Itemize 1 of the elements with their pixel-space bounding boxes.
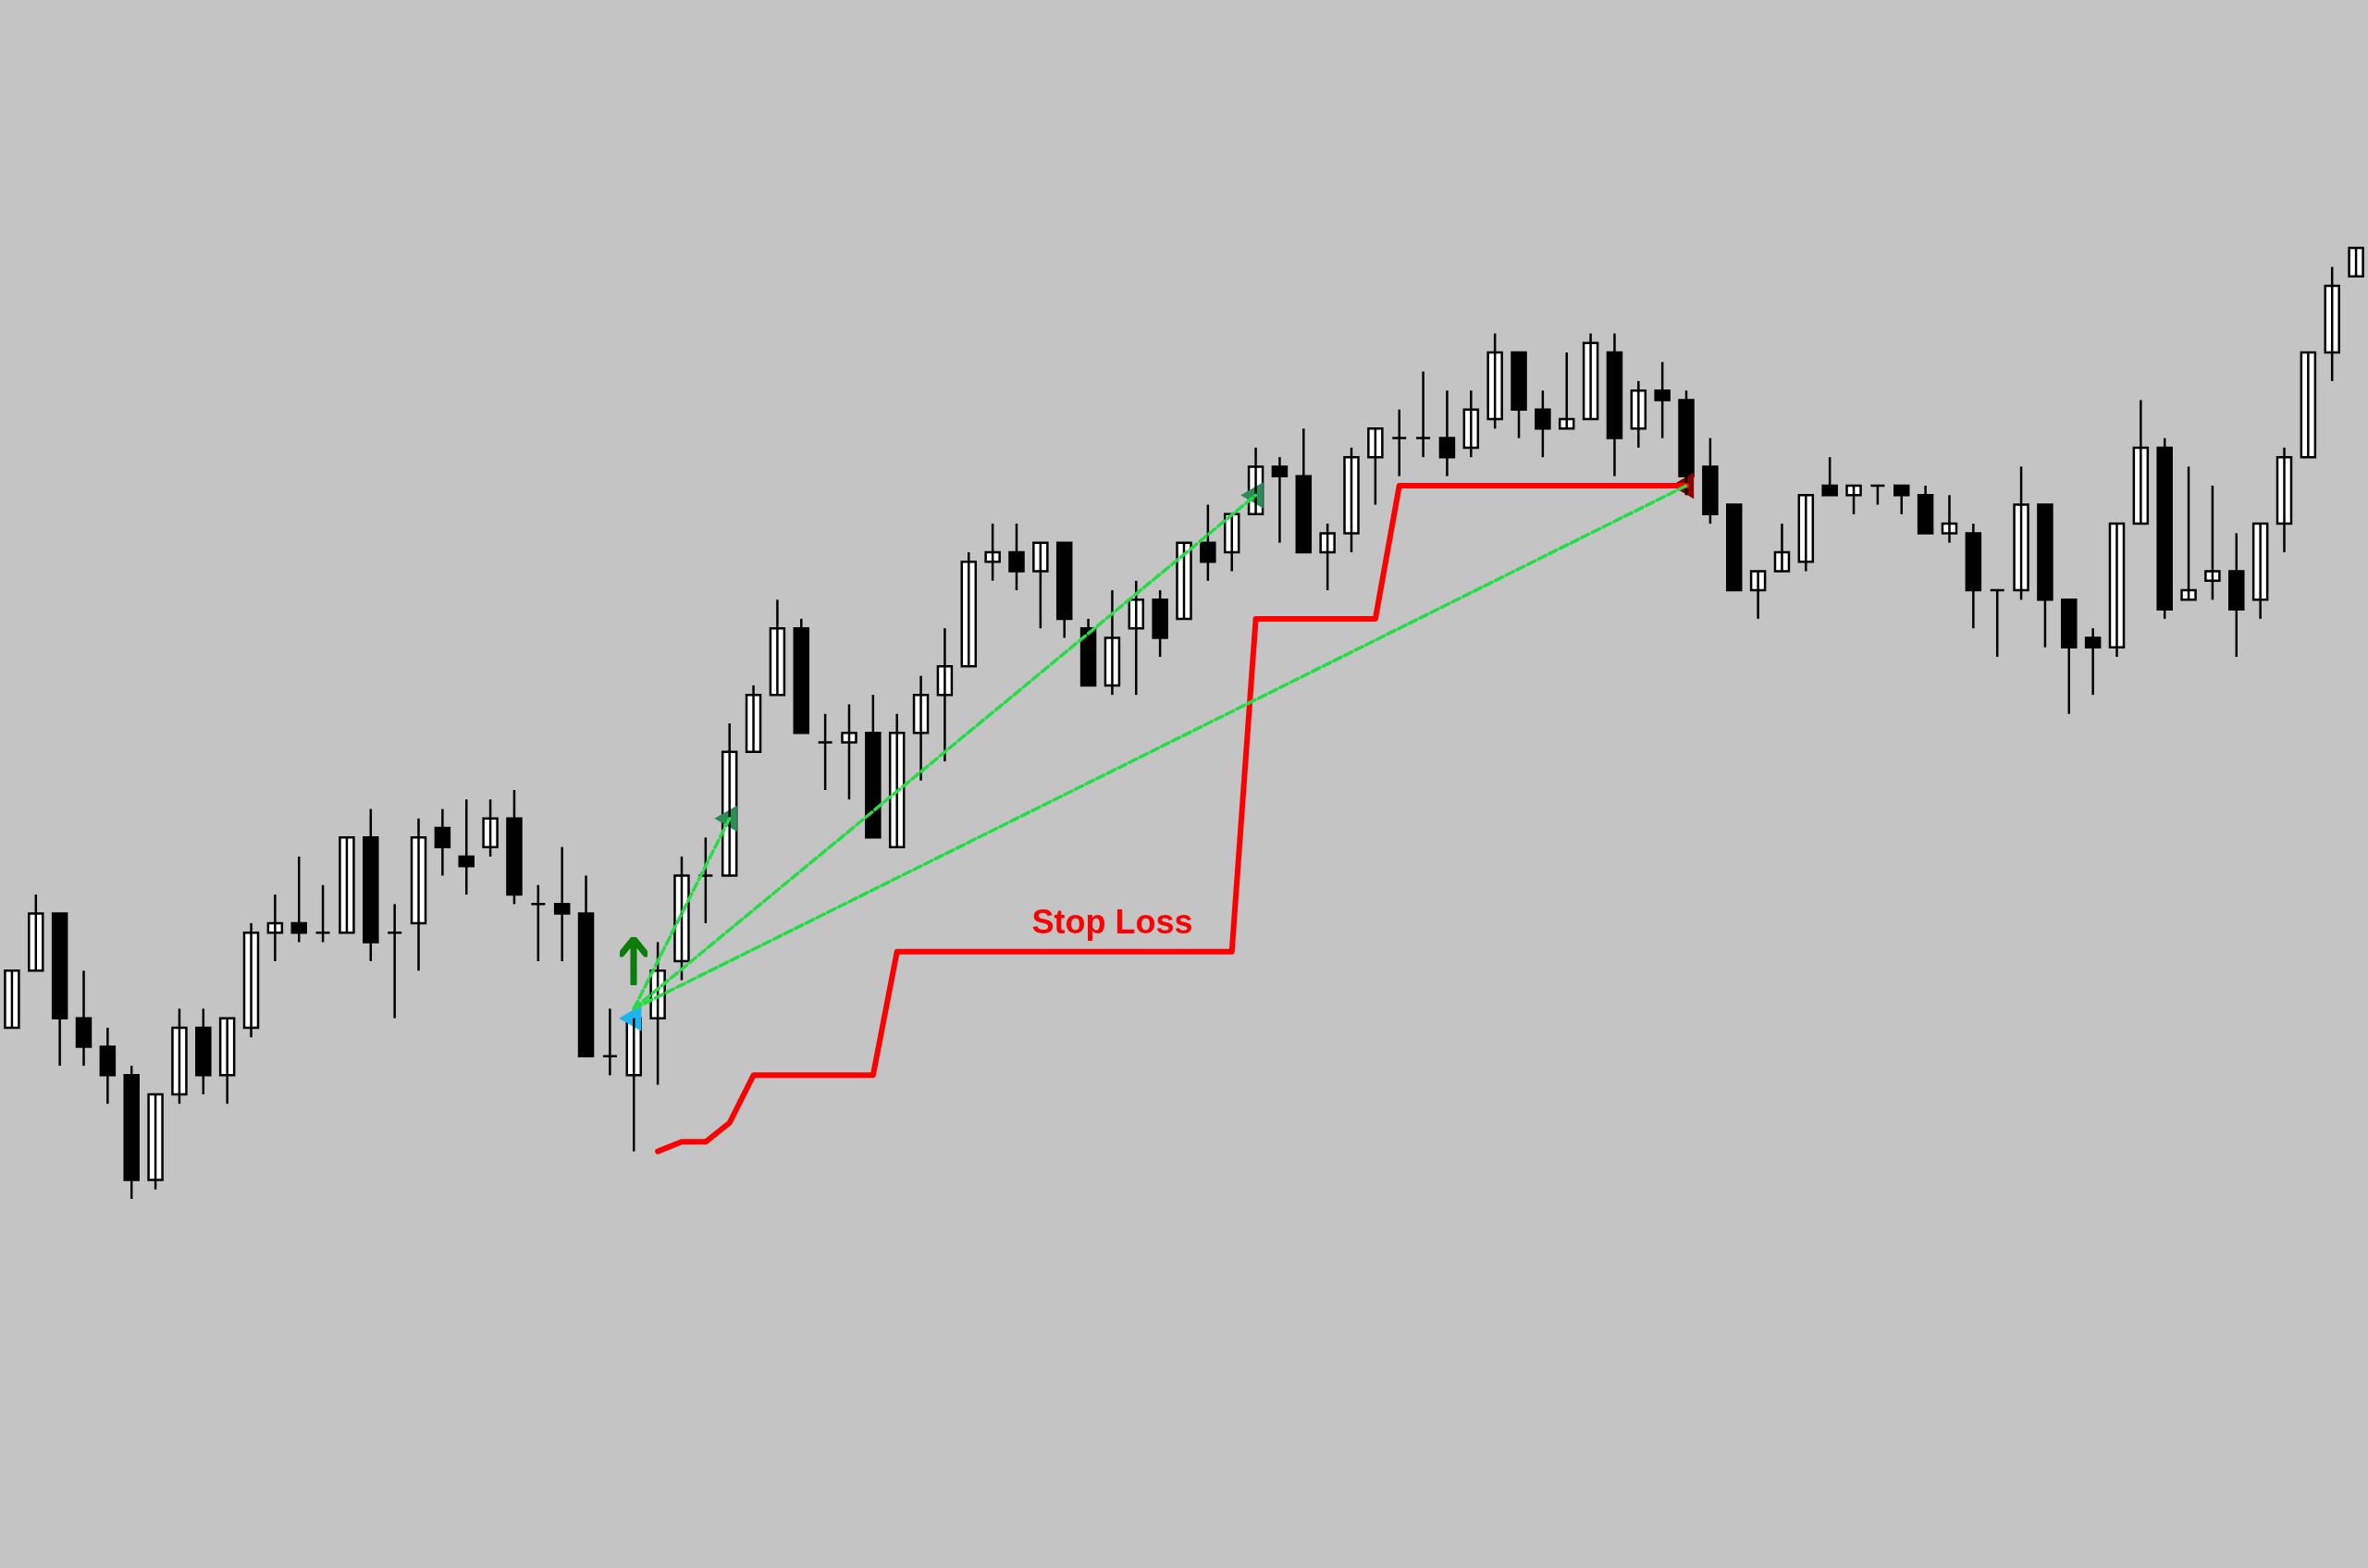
series-label: Stop Loss [1031, 902, 1193, 941]
